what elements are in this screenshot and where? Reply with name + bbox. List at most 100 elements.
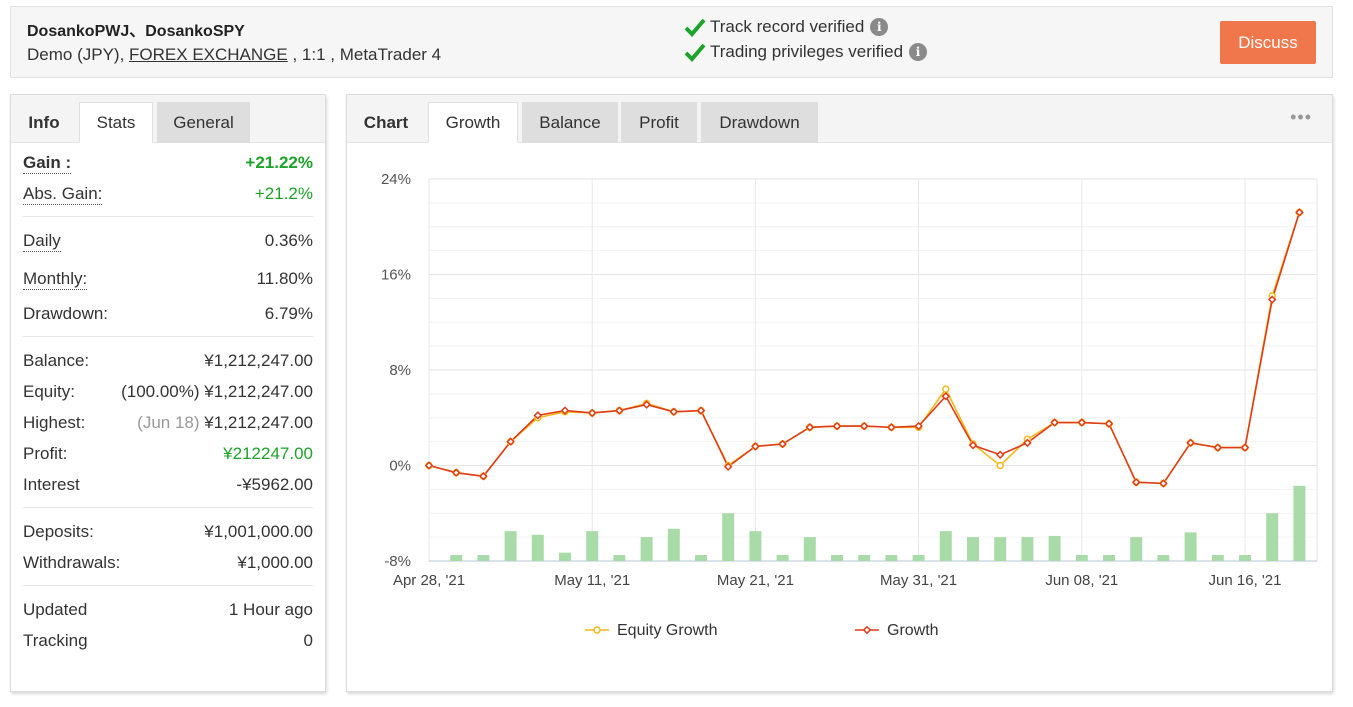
- chart-panel: Chart Growth Balance Profit Drawdown •••…: [346, 94, 1333, 692]
- tab-general[interactable]: General: [157, 102, 250, 143]
- volume-bar: [667, 528, 680, 561]
- growth-point: [669, 407, 679, 417]
- info-icon[interactable]: i: [870, 18, 889, 36]
- growth-point: [941, 392, 951, 401]
- volume-bar: [559, 552, 571, 561]
- growth-chart: 24% 16% 8% 0% -8% Apr 28, '21 May 11, '21 May 2…: [381, 171, 1318, 639]
- daily-label[interactable]: Daily: [23, 231, 61, 252]
- check-icon: [684, 18, 706, 37]
- interest-value: -¥5962.00: [236, 475, 313, 494]
- stat-tracking: Tracking 0: [23, 625, 313, 656]
- equity-label: Equity:: [23, 382, 75, 401]
- volume-bar: [749, 531, 762, 561]
- gain-value: +21.22%: [245, 153, 313, 172]
- discuss-button[interactable]: Discuss: [1220, 21, 1316, 64]
- tracking-value: 0: [303, 631, 313, 650]
- stat-monthly: Monthly: 11.80%: [23, 263, 313, 294]
- growth-point: [506, 437, 515, 446]
- gain-label[interactable]: Gain :: [23, 153, 72, 174]
- tab-chart[interactable]: Chart: [363, 112, 409, 132]
- growth-point: [887, 423, 896, 432]
- volume-bar: [1021, 537, 1034, 561]
- volume-bar: [1266, 513, 1279, 561]
- divider: [23, 336, 313, 337]
- volume-bar: [640, 537, 653, 561]
- growth-point: [995, 450, 1005, 460]
- volume-bar: [477, 555, 490, 561]
- volume-bar: [722, 513, 735, 561]
- growth-point: [1267, 295, 1277, 304]
- growth-point: [1023, 438, 1032, 448]
- highest-date: (Jun 18): [137, 413, 200, 432]
- stat-highest: Highest: (Jun 18) ¥1,212,247.00: [23, 407, 313, 438]
- broker-link[interactable]: FOREX EXCHANGE: [129, 45, 288, 64]
- stat-profit: Profit: ¥212247.00: [23, 438, 313, 469]
- abs-gain-label[interactable]: Abs. Gain:: [23, 184, 103, 205]
- tracking-label: Tracking: [23, 631, 88, 650]
- x-tick-label: Jun 16, '21: [1209, 572, 1282, 589]
- volume-bar: [1103, 555, 1115, 561]
- trading-privileges-verified: Trading privileges verified i: [684, 42, 928, 62]
- balance-value: ¥1,212,247.00: [204, 351, 313, 370]
- account-name: DosankoPWJ、DosankoSPY: [27, 23, 245, 40]
- growth-point: [642, 400, 651, 409]
- growth-point: [723, 462, 733, 471]
- stat-drawdown: Drawdown: 6.79%: [23, 298, 313, 329]
- volume-bar: [912, 555, 925, 561]
- y-tick-label: 16%: [381, 267, 411, 284]
- withdrawals-label: Withdrawals:: [23, 553, 121, 572]
- growth-point: [968, 440, 978, 450]
- growth-point: [479, 471, 488, 481]
- legend-growth: Growth: [887, 622, 939, 639]
- profit-label: Profit:: [23, 444, 68, 463]
- volume-bar: [858, 555, 871, 561]
- drawdown-value: 6.79%: [264, 304, 313, 323]
- x-tick-label: May 11, '21: [554, 572, 630, 589]
- growth-point: [1295, 208, 1304, 217]
- x-tick-label: May 31, '21: [880, 572, 957, 589]
- volume-bar: [939, 531, 952, 561]
- divider: [23, 216, 313, 217]
- monthly-label[interactable]: Monthly:: [23, 269, 88, 290]
- growth-point: [615, 406, 624, 415]
- balance-label: Balance:: [23, 351, 90, 370]
- growth-point: [1213, 443, 1223, 452]
- volume-bar: [1184, 532, 1197, 561]
- equity-percent: (100.00%): [121, 382, 200, 401]
- stat-interest: Interest -¥5962.00: [23, 469, 313, 500]
- info-icon[interactable]: i: [909, 43, 928, 61]
- growth-point: [424, 461, 434, 470]
- growth-point: [914, 421, 923, 431]
- volume-bar: [803, 537, 816, 561]
- tab-info[interactable]: Info: [28, 112, 60, 132]
- highest-label: Highest:: [23, 413, 86, 432]
- daily-value: 0.36%: [264, 231, 313, 250]
- growth-point: [805, 423, 815, 432]
- stat-equity: Equity: (100.00%) ¥1,212,247.00: [23, 376, 313, 407]
- volume-bar: [586, 531, 599, 561]
- account-info: Demo (JPY), FOREX EXCHANGE , 1:1 , MetaT…: [27, 45, 441, 65]
- volume-bar: [1239, 555, 1251, 561]
- volume-bar: [695, 555, 707, 561]
- growth-point: [1186, 438, 1195, 448]
- deposits-label: Deposits:: [23, 522, 94, 541]
- tab-profit[interactable]: Profit: [621, 102, 697, 143]
- tab-drawdown[interactable]: Drawdown: [701, 102, 818, 143]
- tab-growth[interactable]: Growth: [428, 102, 518, 143]
- volume-bar: [994, 537, 1007, 561]
- volume-bar: [613, 555, 626, 561]
- stats-tabs: Info Stats General: [11, 95, 325, 143]
- account-leverage-platform: , 1:1 , MetaTrader 4: [287, 45, 442, 64]
- stat-daily: Daily 0.36%: [23, 225, 313, 256]
- growth-point: [696, 406, 706, 415]
- track-record-verified: Track record verified i: [684, 17, 889, 37]
- tab-stats[interactable]: Stats: [79, 102, 153, 143]
- stats-panel: Info Stats General Gain : +21.22% Abs. G…: [10, 94, 326, 692]
- stat-balance: Balance: ¥1,212,247.00: [23, 345, 313, 376]
- volume-bar: [1211, 555, 1224, 561]
- equity-growth-point: [996, 461, 1004, 470]
- more-options-icon[interactable]: •••: [1290, 107, 1312, 127]
- tab-balance[interactable]: Balance: [522, 102, 618, 143]
- profit-value: ¥212247.00: [223, 444, 313, 463]
- abs-gain-value: +21.2%: [254, 184, 313, 203]
